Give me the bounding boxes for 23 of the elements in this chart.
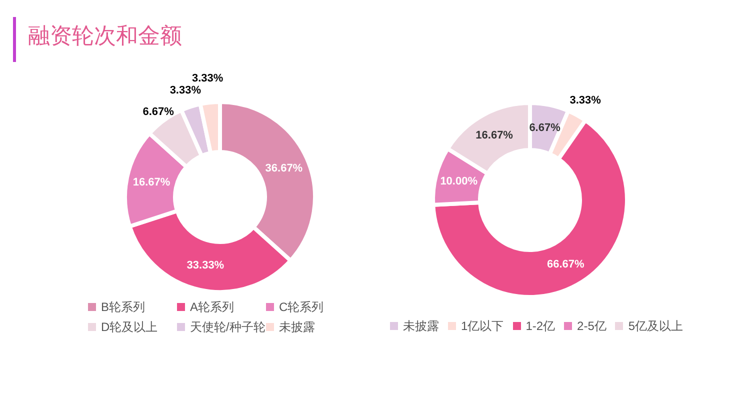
data-label: 36.67% <box>265 162 303 175</box>
legend-label: 2-5亿 <box>577 318 606 334</box>
legend-label: B轮系列 <box>101 299 146 315</box>
legend-label: 5亿及以上 <box>628 318 684 334</box>
data-label: 16.67% <box>476 130 514 142</box>
data-label: 3.33% <box>570 94 602 106</box>
chart-title: 融资轮次和金额 <box>28 22 182 50</box>
data-label: 6.67% <box>529 122 561 134</box>
data-label: 33.33% <box>186 259 224 272</box>
data-label: 6.67% <box>142 106 174 118</box>
legend-label: 未披露 <box>403 318 439 334</box>
legend-label: 1-2亿 <box>526 318 556 334</box>
legend-label: 1亿以下 <box>461 318 504 334</box>
data-label: 10.00% <box>440 176 478 188</box>
data-label: 3.33% <box>170 84 202 96</box>
data-label: 66.67% <box>547 258 585 270</box>
legend-label: 天使轮/种子轮 <box>190 319 266 335</box>
legend-label: D轮及以上 <box>101 319 158 335</box>
data-label: 16.67% <box>132 176 170 188</box>
legend-label: C轮系列 <box>279 299 324 315</box>
data-label: 3.33% <box>192 72 224 85</box>
legend-label: A轮系列 <box>190 299 234 315</box>
legend-label: 未披露 <box>279 319 315 335</box>
